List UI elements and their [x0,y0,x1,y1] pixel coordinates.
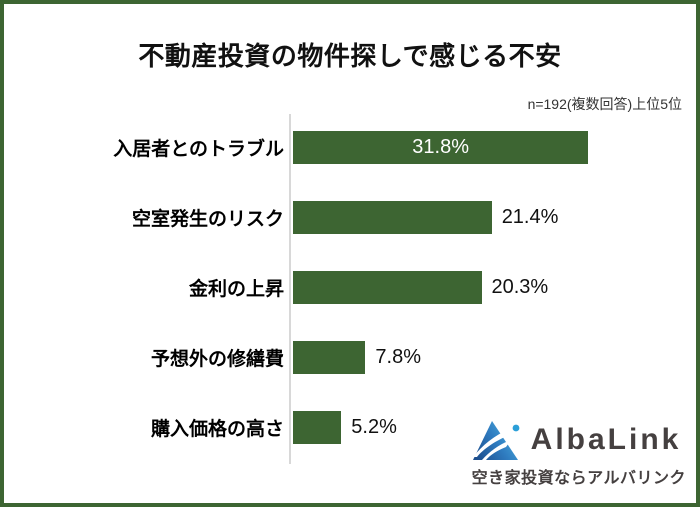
chart-row: 購入価格の高さ 5.2% [4,392,696,462]
bar-area: 7.8% [290,340,421,374]
chart-rows: 入居者とのトラブル 31.8% 空室発生のリスク 21.4% 金利の上昇 20.3% 予想外… [4,112,696,462]
value-label: 5.2% [351,415,397,438]
bar: 31.8% [293,130,589,164]
y-axis-line [289,114,291,464]
bar-area: 5.2% [290,410,397,444]
logo-tagline: 空き家投資ならアルバリンク [471,470,686,487]
chart-row: 金利の上昇 20.3% [4,252,696,322]
chart-row: 空室発生のリスク 21.4% [4,182,696,252]
logo-wordmark: AlbaLink [530,423,682,456]
category-label: 購入価格の高さ [150,418,284,440]
chart-row: 入居者とのトラブル 31.8% [4,112,696,182]
albalink-logo: AlbaLink 空き家投資ならアルバリンク [472,419,686,488]
value-label: 21.4% [501,205,559,228]
albalink-triangle-icon [472,421,520,460]
value-label: 7.8% [375,345,421,368]
bar-area: 20.3% [290,270,549,304]
bar [293,410,342,444]
bar [293,270,482,304]
bar-area: 21.4% [290,200,559,234]
chart-title: 不動産投資の物件探しで感じる不安 [138,41,562,71]
bar [293,340,366,374]
bar-area: 31.8% [290,130,589,164]
category-label: 入居者とのトラブル [113,138,284,160]
bar [293,200,492,234]
category-label: 空室発生のリスク [131,208,284,230]
chart-row: 予想外の修繕費 7.8% [4,322,696,392]
category-label: 金利の上昇 [188,278,284,300]
logo-row: AlbaLink [472,419,682,461]
bar-chart: 入居者とのトラブル 31.8% 空室発生のリスク 21.4% 金利の上昇 20.3% 予想外… [4,112,696,464]
value-label: 20.3% [491,275,549,298]
category-label: 予想外の修繕費 [150,348,284,370]
sample-size-note: n=192(複数回答)上位5位 [527,96,682,112]
value-label: 31.8% [412,135,469,158]
